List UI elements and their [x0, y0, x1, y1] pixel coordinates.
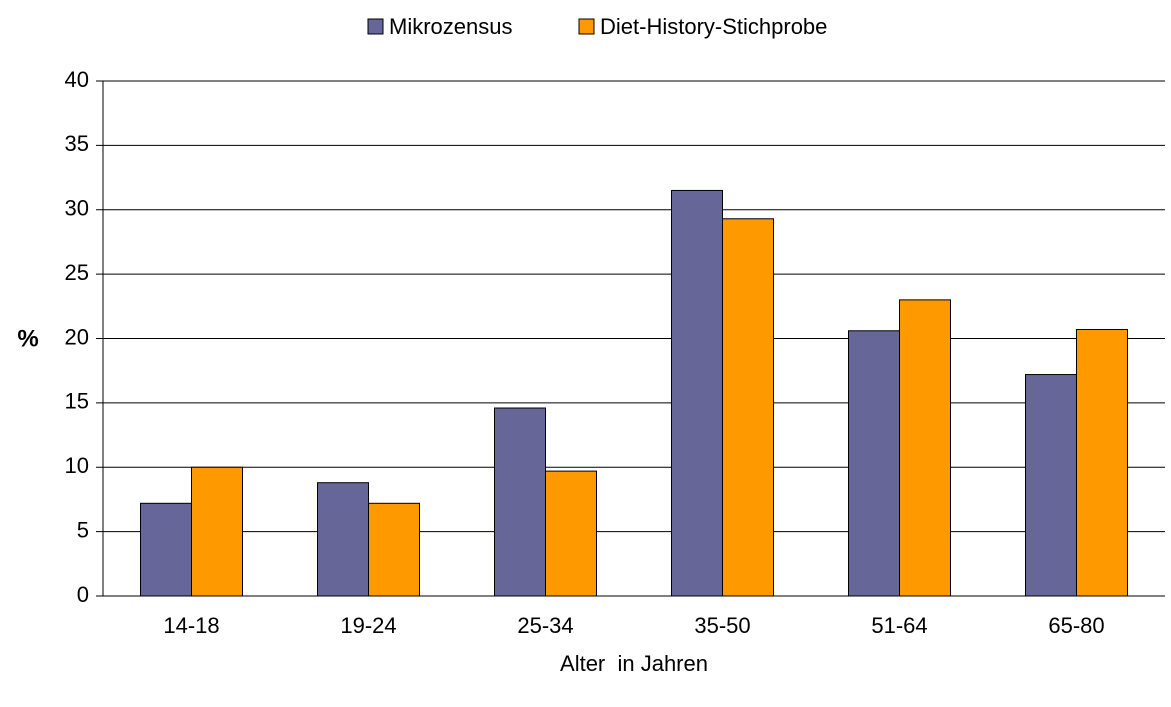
- bar: [494, 407, 546, 597]
- x-tick-label: 51-64: [871, 613, 927, 638]
- bar: [545, 470, 597, 597]
- legend-label: Mikrozensus: [389, 14, 512, 39]
- bar: [722, 218, 774, 597]
- x-tick-label: 25-34: [517, 613, 573, 638]
- legend-swatch: [367, 18, 384, 35]
- y-tick-label: 10: [65, 453, 89, 478]
- bar: [1025, 374, 1077, 597]
- x-axis-label: Alter in Jahren: [560, 651, 708, 676]
- y-tick-label: 15: [65, 389, 89, 414]
- y-tick-label: 5: [77, 517, 89, 542]
- x-tick-label: 35-50: [694, 613, 750, 638]
- bar: [899, 299, 951, 597]
- y-tick-label: 0: [77, 582, 89, 607]
- x-tick-label: 14-18: [163, 613, 219, 638]
- x-tick-label: 19-24: [340, 613, 396, 638]
- y-tick-label: 25: [65, 260, 89, 285]
- x-tick-label: 65-80: [1048, 613, 1104, 638]
- y-tick-label: 20: [65, 324, 89, 349]
- bar: [317, 482, 369, 597]
- y-tick-label: 35: [65, 131, 89, 156]
- bar: [671, 189, 723, 597]
- bar: [140, 502, 192, 597]
- y-axis-label: %: [17, 325, 38, 352]
- bar: [191, 466, 243, 597]
- bar: [848, 330, 900, 597]
- bar: [368, 502, 420, 597]
- legend-label: Diet-History-Stichprobe: [600, 14, 827, 39]
- legend-swatch: [578, 18, 595, 35]
- y-tick-label: 40: [65, 67, 89, 92]
- bar: [1076, 328, 1128, 597]
- y-tick-label: 30: [65, 196, 89, 221]
